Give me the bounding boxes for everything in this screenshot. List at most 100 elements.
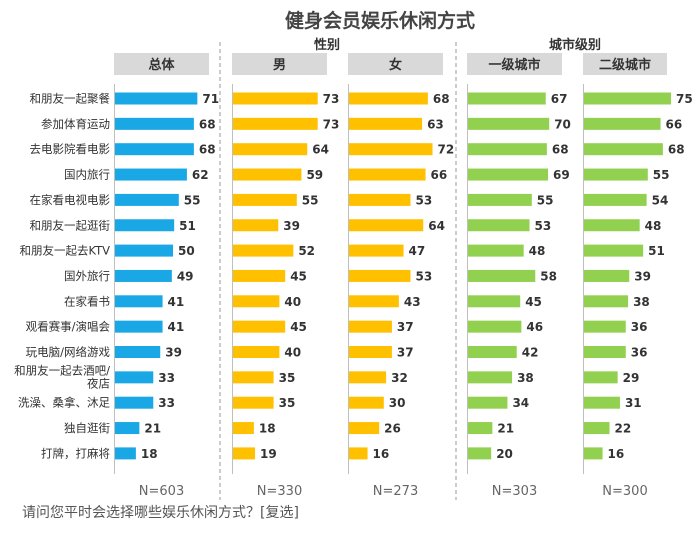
bar-1-2 xyxy=(115,117,194,130)
bar-value-label: 19 xyxy=(260,447,277,461)
series-header-label: 一级城市 xyxy=(488,57,540,73)
bar-3-7 xyxy=(349,244,404,257)
bar-value-label: 52 xyxy=(298,244,315,258)
bar-value-label: 22 xyxy=(615,422,632,436)
bar-5-1 xyxy=(584,92,671,105)
bar-value-label: 43 xyxy=(404,295,421,309)
bar-2-9 xyxy=(233,295,280,308)
chart-footnote: 请问您平时会选择哪些娱乐休闲方式？[复选] xyxy=(22,505,299,521)
bar-2-10 xyxy=(233,320,286,333)
bar-5-12 xyxy=(584,371,618,384)
bar-5-3 xyxy=(584,143,663,156)
category-label: 洗澡、桑拿、沐足 xyxy=(18,396,110,410)
bar-1-14 xyxy=(115,422,140,435)
series-header-3 xyxy=(348,53,443,75)
category-label: 参加体育运动 xyxy=(41,117,110,131)
bar-4-4 xyxy=(468,168,549,181)
bar-1-9 xyxy=(115,295,163,308)
bar-value-label: 66 xyxy=(666,117,683,131)
sample-size-label: N=273 xyxy=(373,484,418,499)
bar-3-14 xyxy=(349,422,380,435)
bar-value-label: 73 xyxy=(323,92,340,106)
bar-value-label: 35 xyxy=(279,396,296,410)
sample-size-label: N=303 xyxy=(492,484,537,499)
bar-value-label: 21 xyxy=(144,422,161,436)
bar-value-label: 55 xyxy=(184,193,201,207)
bar-4-14 xyxy=(468,422,493,435)
bar-value-label: 34 xyxy=(512,396,529,410)
bar-5-8 xyxy=(584,269,630,282)
category-label: 打牌，打麻将 xyxy=(41,446,110,460)
bar-3-15 xyxy=(349,447,368,460)
bar-value-label: 55 xyxy=(653,168,670,182)
bar-4-10 xyxy=(468,320,522,333)
bar-2-1 xyxy=(233,92,318,105)
series-header-label: 男 xyxy=(273,58,286,73)
bar-value-label: 68 xyxy=(552,143,569,157)
bar-4-11 xyxy=(468,346,517,358)
bar-5-9 xyxy=(584,295,629,308)
bar-4-12 xyxy=(468,371,513,384)
bar-4-15 xyxy=(468,447,492,460)
bar-value-label: 51 xyxy=(179,219,196,233)
sample-size-label: N=330 xyxy=(257,484,302,499)
bar-1-10 xyxy=(115,320,163,333)
bar-value-label: 36 xyxy=(631,320,648,334)
bar-value-label: 54 xyxy=(652,193,669,207)
bar-value-label: 16 xyxy=(608,447,625,461)
category-label: 玩电脑/网络游戏 xyxy=(26,345,111,359)
bar-value-label: 40 xyxy=(284,295,301,309)
category-label: 和朋友一起聚餐 xyxy=(30,92,111,106)
bar-4-6 xyxy=(468,219,530,232)
bar-1-12 xyxy=(115,371,154,384)
category-label: 和朋友一起去酒吧/ xyxy=(14,363,110,377)
category-label: 在家看书 xyxy=(64,294,110,308)
bar-3-9 xyxy=(349,295,399,308)
bar-value-label: 53 xyxy=(534,219,551,233)
bar-value-label: 38 xyxy=(633,295,650,309)
bar-5-4 xyxy=(584,168,648,181)
bar-value-label: 20 xyxy=(496,447,513,461)
group-label-city: 城市级别 xyxy=(549,37,601,53)
bar-5-7 xyxy=(584,244,644,257)
bar-value-label: 67 xyxy=(551,92,568,106)
bar-value-label: 70 xyxy=(554,117,571,131)
category-label: 夜店 xyxy=(87,376,110,390)
category-label: 观看赛事/演唱会 xyxy=(26,320,111,334)
bar-value-label: 50 xyxy=(178,244,195,258)
bar-1-7 xyxy=(115,244,173,257)
bar-value-label: 35 xyxy=(279,371,296,385)
sample-size-label: N=300 xyxy=(602,484,647,499)
series-header-label: 女 xyxy=(389,57,402,73)
bar-3-5 xyxy=(349,193,411,206)
bar-3-3 xyxy=(349,143,433,156)
bar-value-label: 40 xyxy=(284,346,301,360)
bar-value-label: 37 xyxy=(397,346,414,360)
bar-5-15 xyxy=(584,447,603,460)
bar-3-2 xyxy=(349,117,423,130)
bar-value-label: 64 xyxy=(312,143,329,157)
bar-1-5 xyxy=(115,193,179,206)
bar-2-14 xyxy=(233,422,254,435)
bar-1-4 xyxy=(115,168,187,181)
bar-2-6 xyxy=(233,219,279,232)
bar-value-label: 41 xyxy=(168,295,185,309)
bar-4-5 xyxy=(468,193,532,206)
bar-value-label: 16 xyxy=(373,447,390,461)
bar-1-11 xyxy=(115,346,161,358)
bar-value-label: 37 xyxy=(397,320,414,334)
bar-value-label: 45 xyxy=(290,320,307,334)
bar-5-10 xyxy=(584,320,626,333)
bar-value-label: 38 xyxy=(517,371,534,385)
bar-2-11 xyxy=(233,346,280,358)
bar-value-label: 53 xyxy=(415,193,432,207)
series-header-label: 总体 xyxy=(148,57,175,73)
category-label: 独自逛街 xyxy=(64,421,110,435)
bar-1-3 xyxy=(115,143,194,156)
series-header-2 xyxy=(232,53,327,75)
bar-value-label: 32 xyxy=(391,371,408,385)
bar-value-label: 48 xyxy=(645,219,662,233)
series-header-4 xyxy=(467,53,562,75)
bar-3-13 xyxy=(349,396,384,409)
bar-value-label: 71 xyxy=(202,92,219,106)
